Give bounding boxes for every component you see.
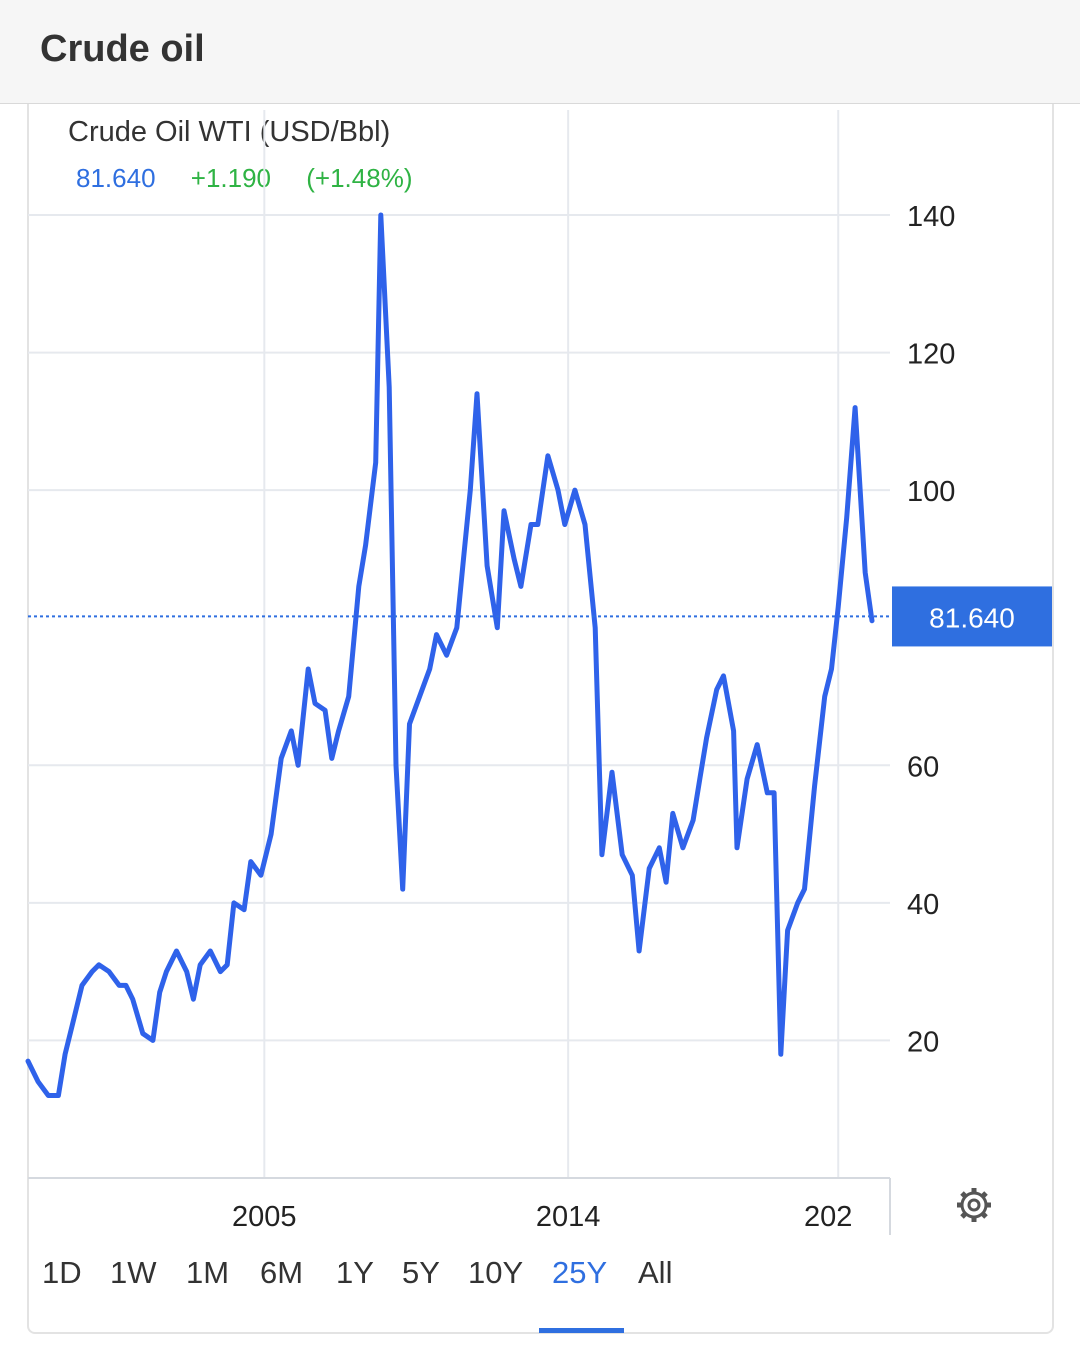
range-tab-25y[interactable]: 25Y	[552, 1255, 608, 1290]
y-tick-label: 20	[907, 1026, 939, 1058]
app-header: Crude oil	[0, 0, 1080, 104]
price-change: +1.190	[190, 163, 272, 193]
chart-card	[27, 104, 1054, 1334]
range-tab-5y[interactable]: 5Y	[402, 1255, 440, 1290]
range-tab-6m[interactable]: 6M	[260, 1255, 304, 1290]
range-tab-1d[interactable]: 1D	[42, 1255, 82, 1290]
x-tick-label: 202	[804, 1201, 852, 1233]
gear-icon[interactable]	[955, 1186, 993, 1224]
range-tab-1w[interactable]: 1W	[110, 1255, 157, 1290]
x-tick-label: 2005	[232, 1201, 297, 1233]
range-tab-10y[interactable]: 10Y	[468, 1255, 524, 1290]
x-tick-label: 2014	[536, 1201, 601, 1233]
active-range-indicator	[539, 1328, 624, 1333]
price-line	[25, 212, 875, 1098]
price-change-percent: (+1.48%)	[306, 163, 413, 193]
current-price-tag-label: 81.640	[929, 602, 1015, 633]
page-title: Crude oil	[40, 28, 205, 70]
chart-title: Crude Oil WTI (USD/Bbl)	[68, 116, 391, 148]
range-tab-all[interactable]: All	[638, 1255, 673, 1290]
range-tab-1m[interactable]: 1M	[186, 1255, 230, 1290]
last-price: 81.640	[76, 163, 156, 193]
y-tick-label: 120	[907, 339, 955, 371]
y-tick-label: 60	[907, 751, 939, 783]
current-price-tag	[892, 586, 1052, 647]
quote-row: 81.640 +1.190 (+1.48%)	[76, 163, 412, 194]
y-tick-label: 140	[907, 201, 955, 233]
y-tick-label: 100	[907, 476, 955, 508]
y-tick-label: 40	[907, 889, 939, 921]
range-tab-1y[interactable]: 1Y	[336, 1255, 374, 1290]
range-selector: 1D 1W 1M 6M 1Y 5Y 10Y 25Y All	[28, 1255, 728, 1335]
